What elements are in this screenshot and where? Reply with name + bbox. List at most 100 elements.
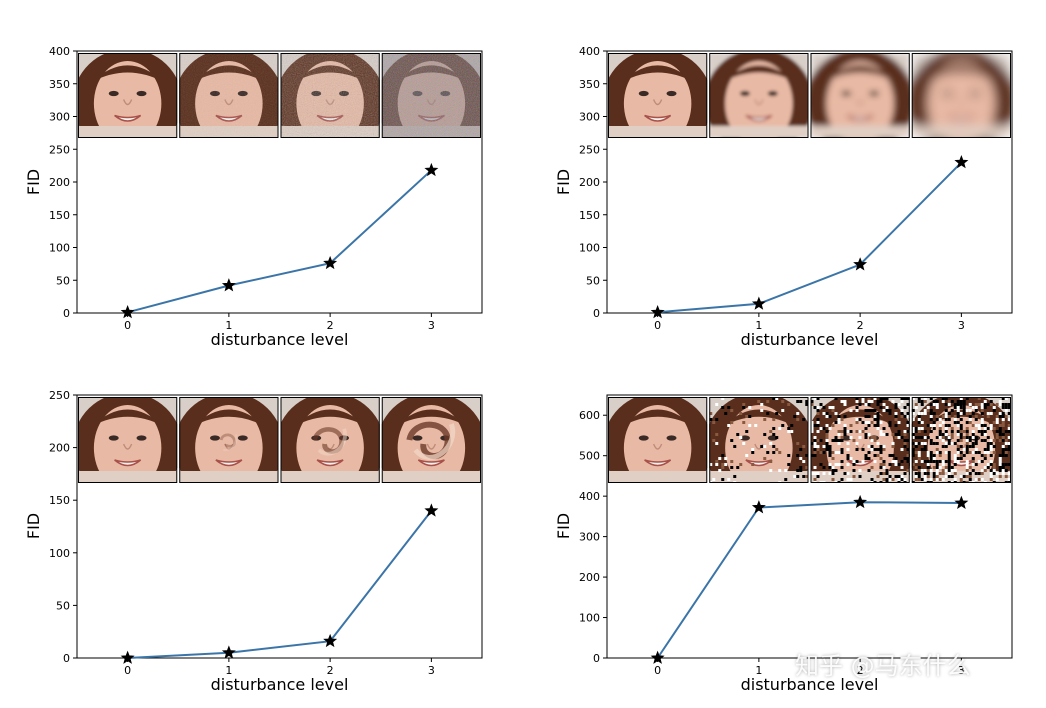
- x-axis-label: disturbance level: [211, 330, 349, 349]
- y-tick-label: 0: [63, 307, 70, 320]
- y-tick-label: 400: [49, 45, 70, 58]
- y-tick-label: 500: [579, 450, 600, 463]
- y-tick-label: 250: [49, 143, 70, 156]
- face-frame: [810, 53, 910, 138]
- x-tick-label: 0: [654, 664, 661, 677]
- face-frame: [280, 53, 380, 138]
- x-tick-label: 2: [327, 664, 334, 677]
- x-tick-label: 1: [225, 664, 232, 677]
- face-frame: [179, 397, 279, 483]
- data-point-marker: [650, 650, 665, 664]
- y-tick-label: 100: [49, 547, 70, 560]
- chart-panel: 0 100 200 300 400 500 600 0 1 2 3 disturbance level…: [554, 394, 1013, 694]
- y-tick-label: 200: [49, 442, 70, 455]
- x-tick-label: 1: [225, 319, 232, 332]
- x-tick-label: 0: [654, 319, 661, 332]
- data-point-marker: [751, 296, 766, 310]
- data-point-marker: [221, 278, 236, 292]
- face-thumbnail: [709, 397, 809, 483]
- face-frame: [608, 53, 708, 138]
- x-tick-label: 1: [755, 664, 762, 677]
- data-point-marker: [853, 494, 868, 509]
- y-tick-label: 100: [579, 242, 600, 255]
- y-tick-label: 100: [579, 612, 600, 625]
- face-thumbnail: [381, 53, 481, 138]
- y-tick-label: 350: [579, 78, 600, 91]
- y-tick-label: 300: [579, 531, 600, 544]
- face-frame: [78, 397, 178, 483]
- data-point-marker: [424, 503, 439, 517]
- data-point-marker: [424, 162, 439, 177]
- x-tick-label: 2: [857, 319, 864, 332]
- chart-panel: 0 50 100 150 200 250 300 350 400 0 1 2 3 disturbance …: [24, 45, 483, 349]
- chart-panel: 0 50 100 150 200 250 300 350 400 0 1 2 3 disturbance …: [554, 45, 1013, 349]
- x-axis-label: disturbance level: [741, 330, 879, 349]
- y-tick-label: 300: [49, 111, 70, 124]
- data-point-marker: [221, 645, 236, 659]
- y-tick-label: 50: [56, 599, 70, 612]
- face-thumbnail: [179, 397, 279, 483]
- face-frame: [709, 53, 809, 138]
- series-line: [127, 169, 433, 314]
- y-axis-label: FID: [554, 513, 573, 539]
- face-frame: [179, 53, 279, 138]
- x-axis-label: disturbance level: [741, 675, 879, 694]
- face-frame: [381, 397, 481, 483]
- data-point-marker: [650, 305, 665, 319]
- y-tick-label: 100: [49, 242, 70, 255]
- x-tick-label: 0: [124, 319, 131, 332]
- series-line: [127, 510, 433, 659]
- x-tick-label: 3: [958, 319, 965, 332]
- y-tick-label: 0: [593, 652, 600, 665]
- y-tick-label: 250: [49, 389, 70, 402]
- y-tick-label: 50: [586, 274, 600, 287]
- y-tick-label: 0: [593, 307, 600, 320]
- y-tick-label: 150: [49, 494, 70, 507]
- data-point-marker: [954, 495, 969, 509]
- series-line: [657, 161, 963, 314]
- chart-panel: 0 50 100 150 200 250 0 1 2 3 disturbance level FID: [24, 389, 483, 694]
- face-thumbnail: [280, 397, 380, 483]
- y-axis-label: FID: [24, 513, 43, 539]
- face-frame: [381, 53, 481, 138]
- x-axis-label: disturbance level: [211, 675, 349, 694]
- face-thumbnail: [78, 53, 178, 138]
- face-thumbnail: [78, 397, 178, 483]
- face-thumbnail: [608, 53, 708, 138]
- x-tick-label: 3: [428, 664, 435, 677]
- y-tick-label: 50: [56, 274, 70, 287]
- face-thumbnail: [608, 397, 708, 483]
- face-frame: [911, 397, 1011, 483]
- y-tick-label: 200: [579, 571, 600, 584]
- data-point-marker: [954, 155, 969, 169]
- x-tick-label: 2: [327, 319, 334, 332]
- y-tick-label: 400: [579, 490, 600, 503]
- watermark-text: 知乎 @马东什么: [795, 652, 971, 680]
- data-point-marker: [323, 633, 338, 648]
- y-axis-label: FID: [554, 169, 573, 195]
- axes-frame: [606, 394, 1013, 659]
- face-thumbnail: [280, 53, 380, 138]
- y-tick-label: 0: [63, 652, 70, 665]
- y-tick-label: 600: [579, 409, 600, 422]
- face-thumbnail: [911, 397, 1011, 483]
- series-line: [656, 501, 962, 659]
- x-tick-label: 3: [428, 319, 435, 332]
- data-point-marker: [853, 257, 868, 271]
- x-tick-label: 0: [124, 664, 131, 677]
- x-tick-label: 3: [958, 664, 965, 677]
- y-tick-label: 150: [49, 209, 70, 222]
- face-thumbnail: [179, 53, 279, 138]
- face-thumbnail: [709, 53, 809, 138]
- face-thumbnail: [810, 53, 910, 138]
- face-frame: [78, 53, 178, 138]
- y-tick-label: 250: [579, 143, 600, 156]
- y-tick-label: 150: [579, 209, 600, 222]
- axes-frame: [76, 394, 483, 659]
- face-thumbnail: [911, 53, 1011, 138]
- face-thumbnail: [381, 397, 481, 483]
- data-point-marker: [323, 255, 338, 270]
- x-tick-label: 2: [857, 664, 864, 677]
- y-tick-label: 400: [579, 45, 600, 58]
